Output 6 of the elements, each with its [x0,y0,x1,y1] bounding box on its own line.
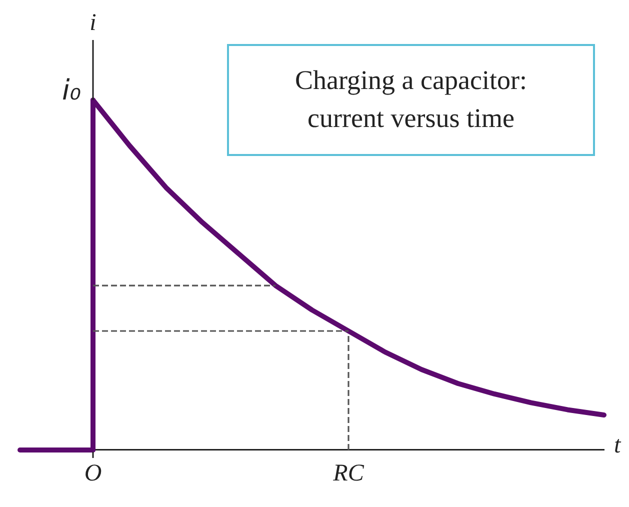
x-axis-title: t [614,432,622,458]
x-tick-label: RC [332,460,365,487]
x-tick-label: O [84,460,102,487]
annotation: i₀ [62,73,81,106]
y-axis-title: i [90,10,96,36]
chart-title: Charging a capacitor: current versus time [227,44,595,156]
